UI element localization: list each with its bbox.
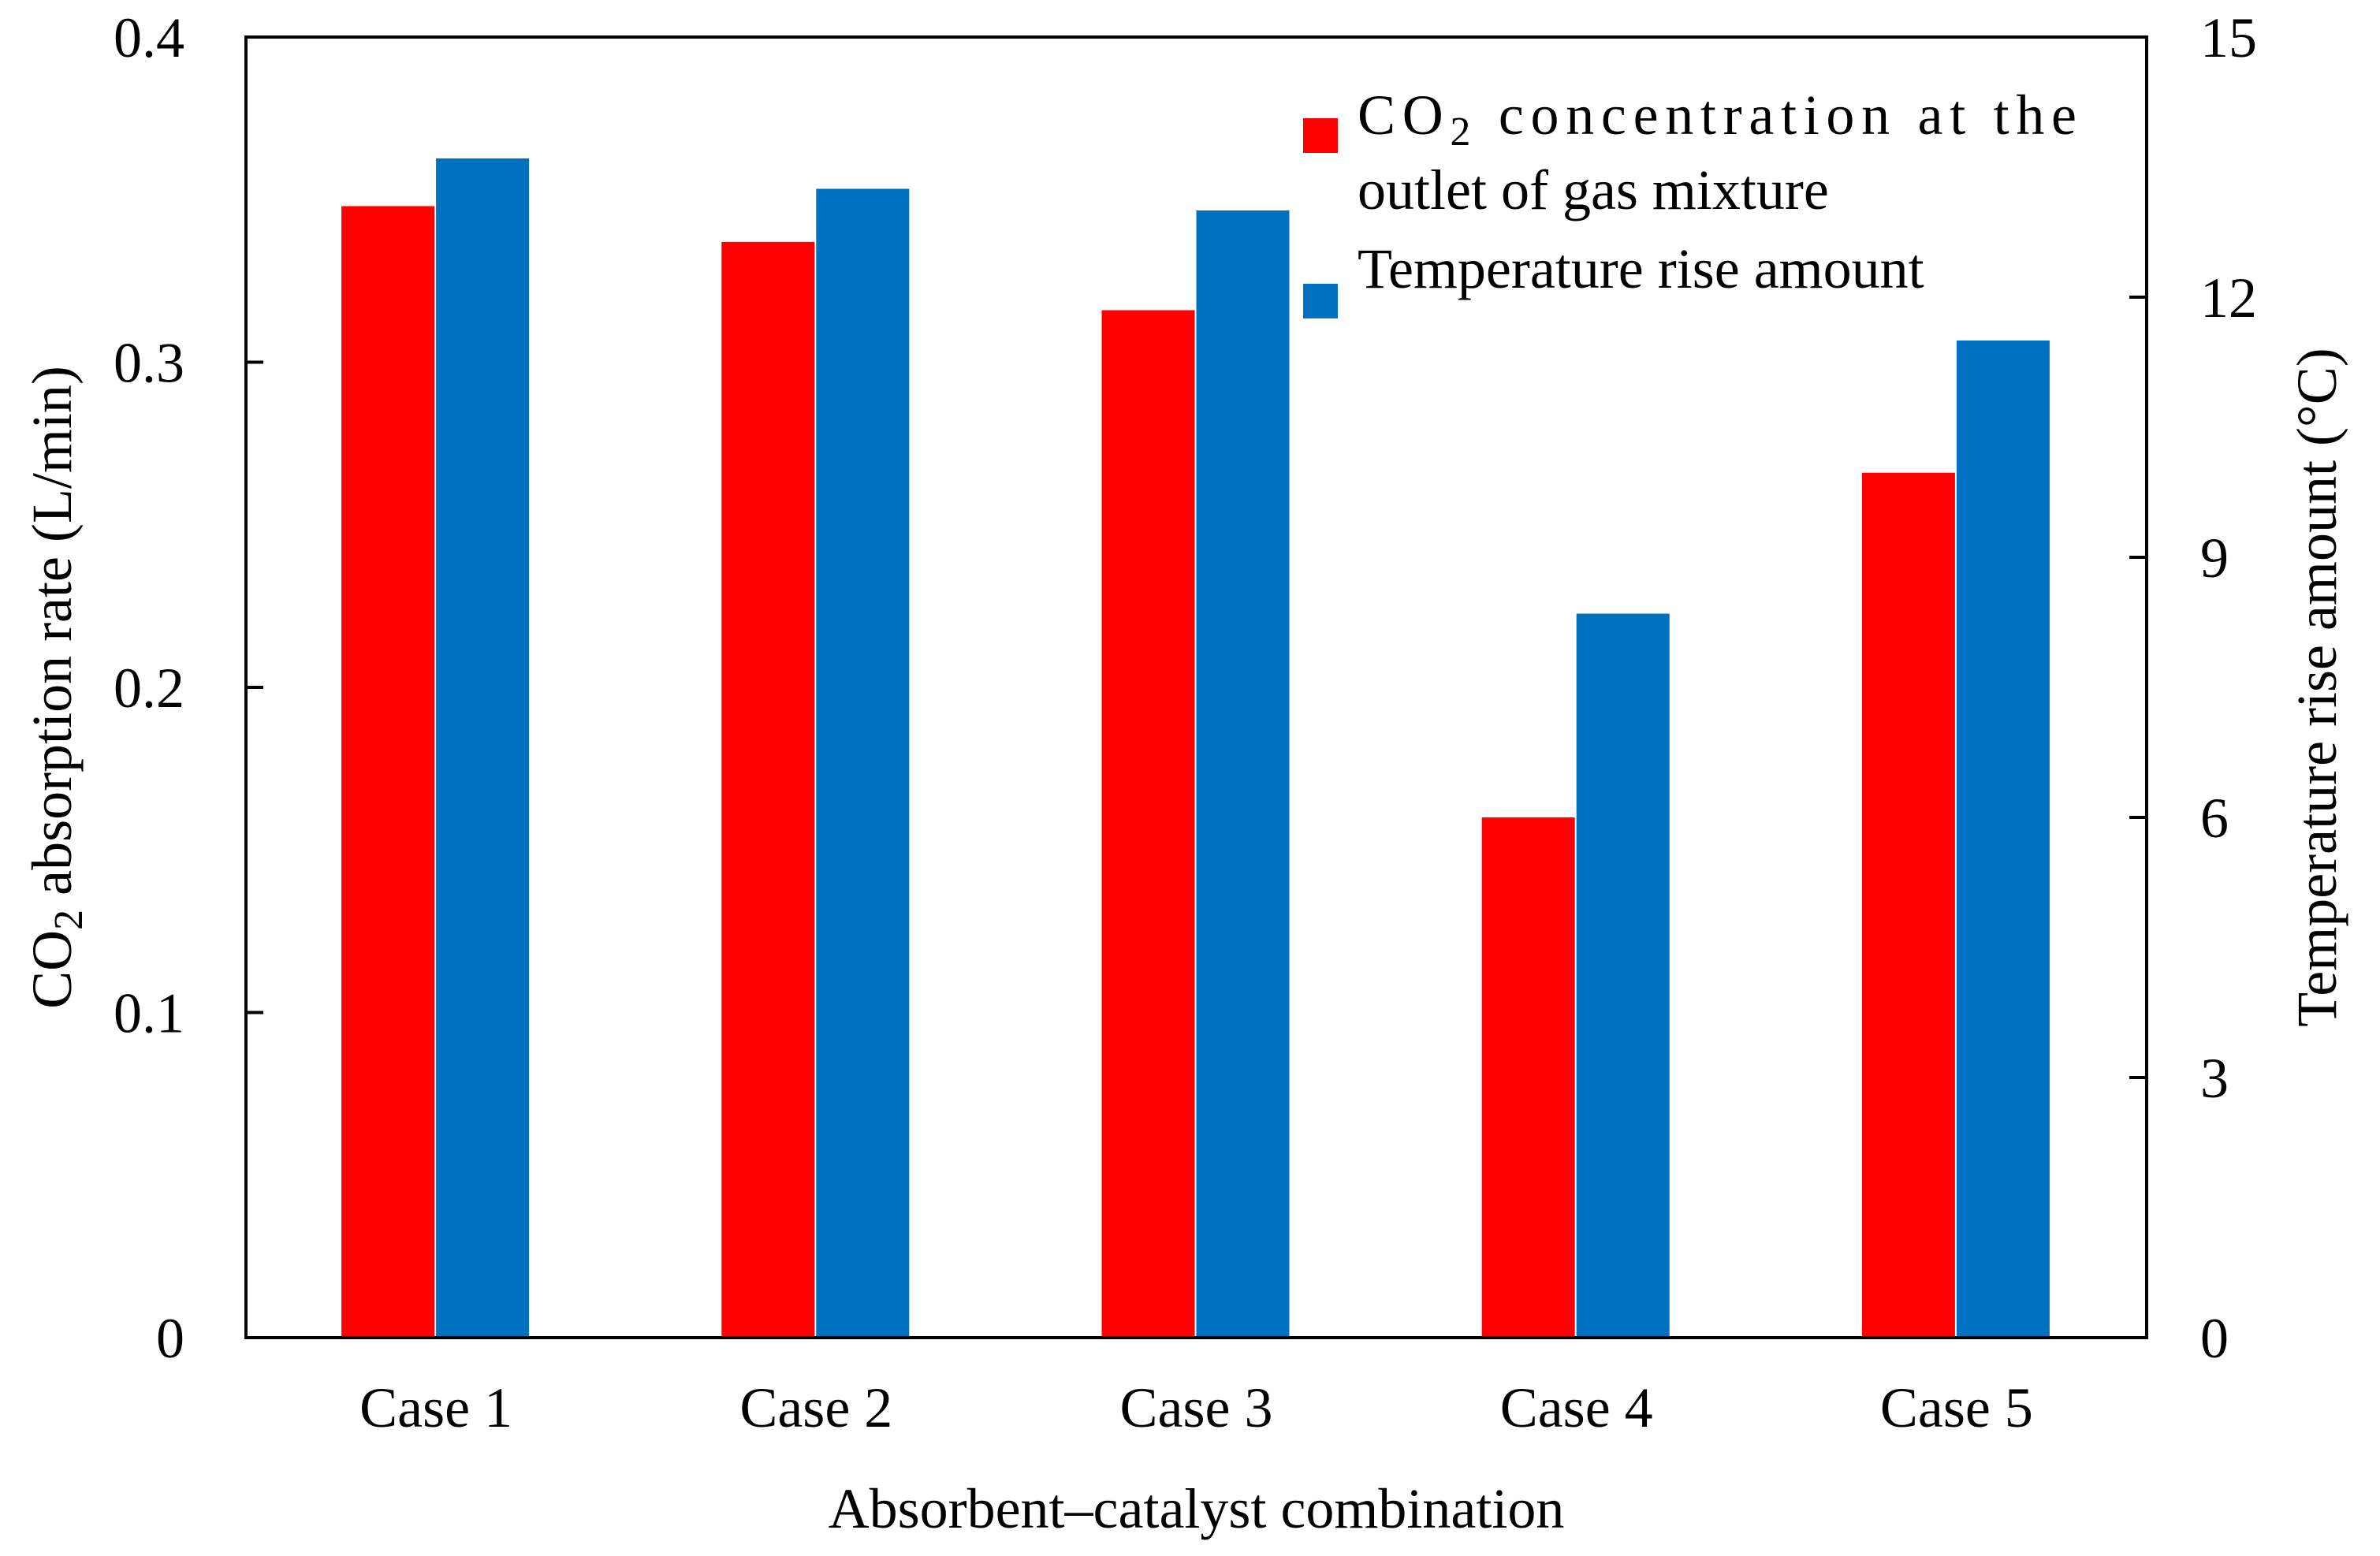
right-tick-label: 6 <box>2200 787 2229 850</box>
bar-temperature-case-2 <box>816 188 910 1338</box>
right-tick-label: 9 <box>2200 527 2229 590</box>
bars-layer <box>341 158 2050 1338</box>
left-y-axis-title-subscript: 2 <box>47 910 91 930</box>
category-label-case-4: Case 4 <box>1500 1376 1653 1439</box>
category-label-case-2: Case 2 <box>739 1376 892 1439</box>
left-axis-ticks: 0 0.1 0.2 0.3 0.4 <box>114 6 263 1370</box>
right-tick-label: 15 <box>2200 6 2257 69</box>
bar-co2-case-4 <box>1481 817 1575 1338</box>
right-tick-label: 0 <box>2200 1307 2229 1370</box>
left-tick-label: 0.3 <box>114 332 184 395</box>
right-tick-label: 3 <box>2200 1047 2229 1110</box>
legend-label-co2-line-2: outlet of gas mixture <box>1358 158 1829 221</box>
right-tick-label: 12 <box>2200 266 2257 329</box>
bar-temperature-case-1 <box>436 158 530 1338</box>
left-tick-label: 0.4 <box>114 6 184 69</box>
bar-temperature-case-5 <box>1956 341 2050 1338</box>
bar-temperature-case-3 <box>1196 210 1290 1338</box>
category-labels: Case 1 Case 2 Case 3 Case 4 Case 5 <box>359 1376 2033 1439</box>
right-y-axis-title: Temperature rise amount (°C) <box>2285 348 2348 1026</box>
left-tick-label: 0.2 <box>114 657 184 720</box>
bar-co2-case-2 <box>721 241 815 1338</box>
category-label-case-5: Case 5 <box>1880 1376 2033 1439</box>
category-label-case-1: Case 1 <box>359 1376 512 1439</box>
left-y-axis-title-main: CO <box>20 930 84 1009</box>
left-tick-label: 0.1 <box>114 982 184 1045</box>
legend-swatch-temperature <box>1303 284 1338 318</box>
legend-label-co2-line-1: CO 2 concentration at the <box>1358 84 2076 154</box>
left-y-axis-title: CO2 absorption rate (L/min) <box>20 366 91 1009</box>
right-axis-ticks: 0 3 6 9 12 15 <box>2129 6 2257 1370</box>
legend-swatch-co2 <box>1303 118 1338 153</box>
bar-co2-case-1 <box>341 206 435 1338</box>
left-y-axis-title-rest: absorption rate (L/min) <box>20 366 84 910</box>
bar-co2-case-3 <box>1101 310 1195 1338</box>
bar-temperature-case-4 <box>1576 613 1670 1338</box>
x-axis-title: Absorbent–catalyst combination <box>829 1477 1565 1540</box>
category-label-case-3: Case 3 <box>1120 1376 1273 1439</box>
left-tick-label: 0 <box>156 1307 184 1370</box>
bar-co2-case-5 <box>1861 472 1955 1338</box>
legend-label-temperature-line-1: Temperature rise amount <box>1358 237 1924 300</box>
